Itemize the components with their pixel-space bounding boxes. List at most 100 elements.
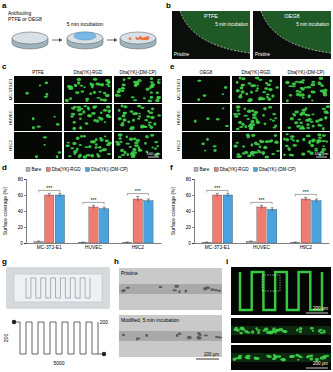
bar-chart: 020406080MC-3T3-E1HUVECH9C2Surface cover…	[170, 167, 330, 250]
cell	[324, 117, 326, 120]
cell	[58, 151, 62, 154]
figure: abcdefghiAntifoulingPTFE or OEG85 min in…	[0, 0, 333, 372]
error-bar	[81, 241, 84, 242]
cell	[94, 146, 97, 148]
cell	[76, 108, 81, 111]
error-bar	[48, 193, 51, 196]
cell	[259, 145, 262, 148]
cell	[98, 91, 101, 93]
cell	[68, 86, 72, 89]
cell	[301, 125, 304, 128]
cell	[106, 114, 111, 117]
error-bar	[136, 197, 139, 202]
cell	[247, 100, 252, 103]
y-axis: 020406080	[18, 177, 27, 246]
cell	[83, 86, 85, 88]
cell	[131, 155, 136, 158]
cell	[74, 84, 77, 87]
cell	[206, 117, 209, 120]
cell	[246, 134, 250, 137]
axis-title: Surface coverage (%)	[2, 186, 8, 235]
micrograph	[182, 104, 230, 131]
cell	[308, 94, 311, 97]
cell	[292, 85, 296, 87]
cell	[322, 134, 326, 137]
cell	[204, 335, 208, 337]
cell	[255, 327, 257, 330]
cell	[78, 113, 83, 116]
cell	[134, 144, 139, 147]
cell	[252, 114, 257, 116]
cell	[130, 110, 134, 113]
cell	[322, 108, 326, 110]
cell	[146, 115, 150, 118]
significance: ***	[259, 197, 265, 203]
cell	[247, 118, 250, 120]
legend-label: Bare	[32, 167, 42, 172]
cell	[137, 105, 142, 108]
legend-label: Dba[YK]-RGD	[220, 167, 250, 172]
axis-line	[195, 243, 330, 244]
micrograph	[114, 132, 162, 159]
cell	[39, 85, 41, 87]
cell	[99, 150, 102, 153]
cell	[212, 145, 216, 147]
cell	[235, 357, 238, 359]
cell	[90, 83, 95, 86]
cell	[146, 88, 150, 91]
error-bar	[37, 241, 40, 243]
bar	[223, 195, 232, 243]
legend-swatch	[26, 168, 30, 172]
cell	[254, 356, 258, 359]
micrograph	[64, 76, 112, 103]
error-bar	[304, 197, 307, 200]
cell	[92, 106, 96, 110]
cell	[239, 77, 242, 80]
tick-label: 40	[186, 209, 192, 214]
cell	[131, 96, 135, 98]
cell	[107, 85, 110, 87]
schematic-channel	[20, 322, 98, 354]
tick-label: 20	[18, 225, 24, 230]
cell	[268, 97, 272, 100]
cell	[244, 107, 246, 110]
label: HUVEC	[176, 110, 181, 125]
cell	[306, 127, 310, 129]
cell	[123, 112, 128, 114]
micrograph	[172, 11, 250, 59]
cell	[75, 84, 77, 87]
channel-cells	[231, 326, 331, 335]
cell	[91, 112, 96, 115]
cell	[268, 140, 272, 143]
label: 200	[100, 319, 109, 325]
tick: HUVEC	[85, 245, 102, 250]
label: H9C2	[8, 139, 13, 150]
tick-mark	[192, 243, 194, 244]
cell	[264, 146, 267, 149]
cell	[296, 93, 300, 96]
cell	[132, 119, 135, 122]
cell	[323, 330, 326, 332]
cell	[263, 122, 266, 125]
legend-label: Dba[YK]-(DM-CP)	[91, 167, 128, 172]
cell	[252, 116, 257, 119]
significance: ***	[303, 189, 309, 195]
tick: 0	[188, 241, 194, 246]
cell	[43, 136, 47, 138]
error-bar	[103, 207, 106, 210]
cell	[87, 115, 92, 118]
cell	[65, 99, 69, 103]
tick-label: HUVEC	[253, 245, 270, 250]
legend-label: Dba[YK]-(DM-CP)	[259, 167, 296, 172]
axis-line	[24, 180, 27, 244]
cell	[263, 146, 268, 149]
cell	[121, 122, 124, 125]
zoom-box	[262, 275, 280, 291]
cell	[93, 78, 97, 81]
cell	[275, 329, 280, 331]
label: MC-3T3-E1	[8, 78, 13, 100]
cell	[176, 334, 179, 337]
cell	[120, 149, 124, 152]
channel	[119, 284, 222, 294]
cell	[296, 328, 299, 331]
